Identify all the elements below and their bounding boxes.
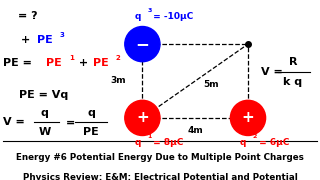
- Text: V =: V =: [261, 67, 286, 77]
- Text: =: =: [66, 117, 75, 127]
- Text: 3: 3: [147, 8, 152, 13]
- Text: +: +: [242, 110, 254, 125]
- Text: q: q: [134, 12, 141, 21]
- Text: k q: k q: [283, 77, 302, 87]
- Text: R: R: [289, 57, 297, 67]
- Text: 2: 2: [115, 55, 120, 62]
- Text: 3: 3: [59, 32, 64, 38]
- Text: = 8μC: = 8μC: [150, 138, 184, 147]
- Text: −: −: [135, 35, 149, 53]
- Text: PE: PE: [83, 127, 99, 137]
- Text: +: +: [136, 110, 149, 125]
- Text: PE = Vq: PE = Vq: [19, 90, 68, 100]
- Text: 1: 1: [147, 134, 152, 139]
- Text: 2: 2: [253, 134, 257, 139]
- Text: = 6μC: = 6μC: [256, 138, 289, 147]
- Text: +: +: [75, 58, 92, 68]
- Text: q: q: [87, 107, 95, 118]
- Text: Physics Review: E&M: Electrical Potential and Potential: Physics Review: E&M: Electrical Potentia…: [23, 173, 297, 180]
- Ellipse shape: [125, 100, 160, 136]
- Text: PE: PE: [93, 58, 108, 68]
- Text: 4m: 4m: [187, 126, 203, 135]
- Text: Energy #6 Potential Energy Due to Multiple Point Charges: Energy #6 Potential Energy Due to Multip…: [16, 153, 304, 162]
- Text: = ?: = ?: [18, 11, 37, 21]
- Text: W: W: [39, 127, 51, 137]
- Ellipse shape: [230, 100, 266, 136]
- Text: q: q: [134, 138, 141, 147]
- Text: PE: PE: [46, 58, 62, 68]
- Text: V =: V =: [3, 117, 25, 127]
- Text: 1: 1: [69, 55, 74, 62]
- Text: PE: PE: [37, 35, 52, 45]
- Text: +: +: [21, 35, 34, 45]
- Text: PE =: PE =: [3, 58, 36, 68]
- Text: = -10μC: = -10μC: [150, 12, 194, 21]
- Text: q: q: [41, 107, 49, 118]
- Text: 3m: 3m: [111, 76, 126, 86]
- Ellipse shape: [125, 26, 160, 62]
- Text: 5m: 5m: [204, 80, 219, 89]
- Text: q: q: [240, 138, 246, 147]
